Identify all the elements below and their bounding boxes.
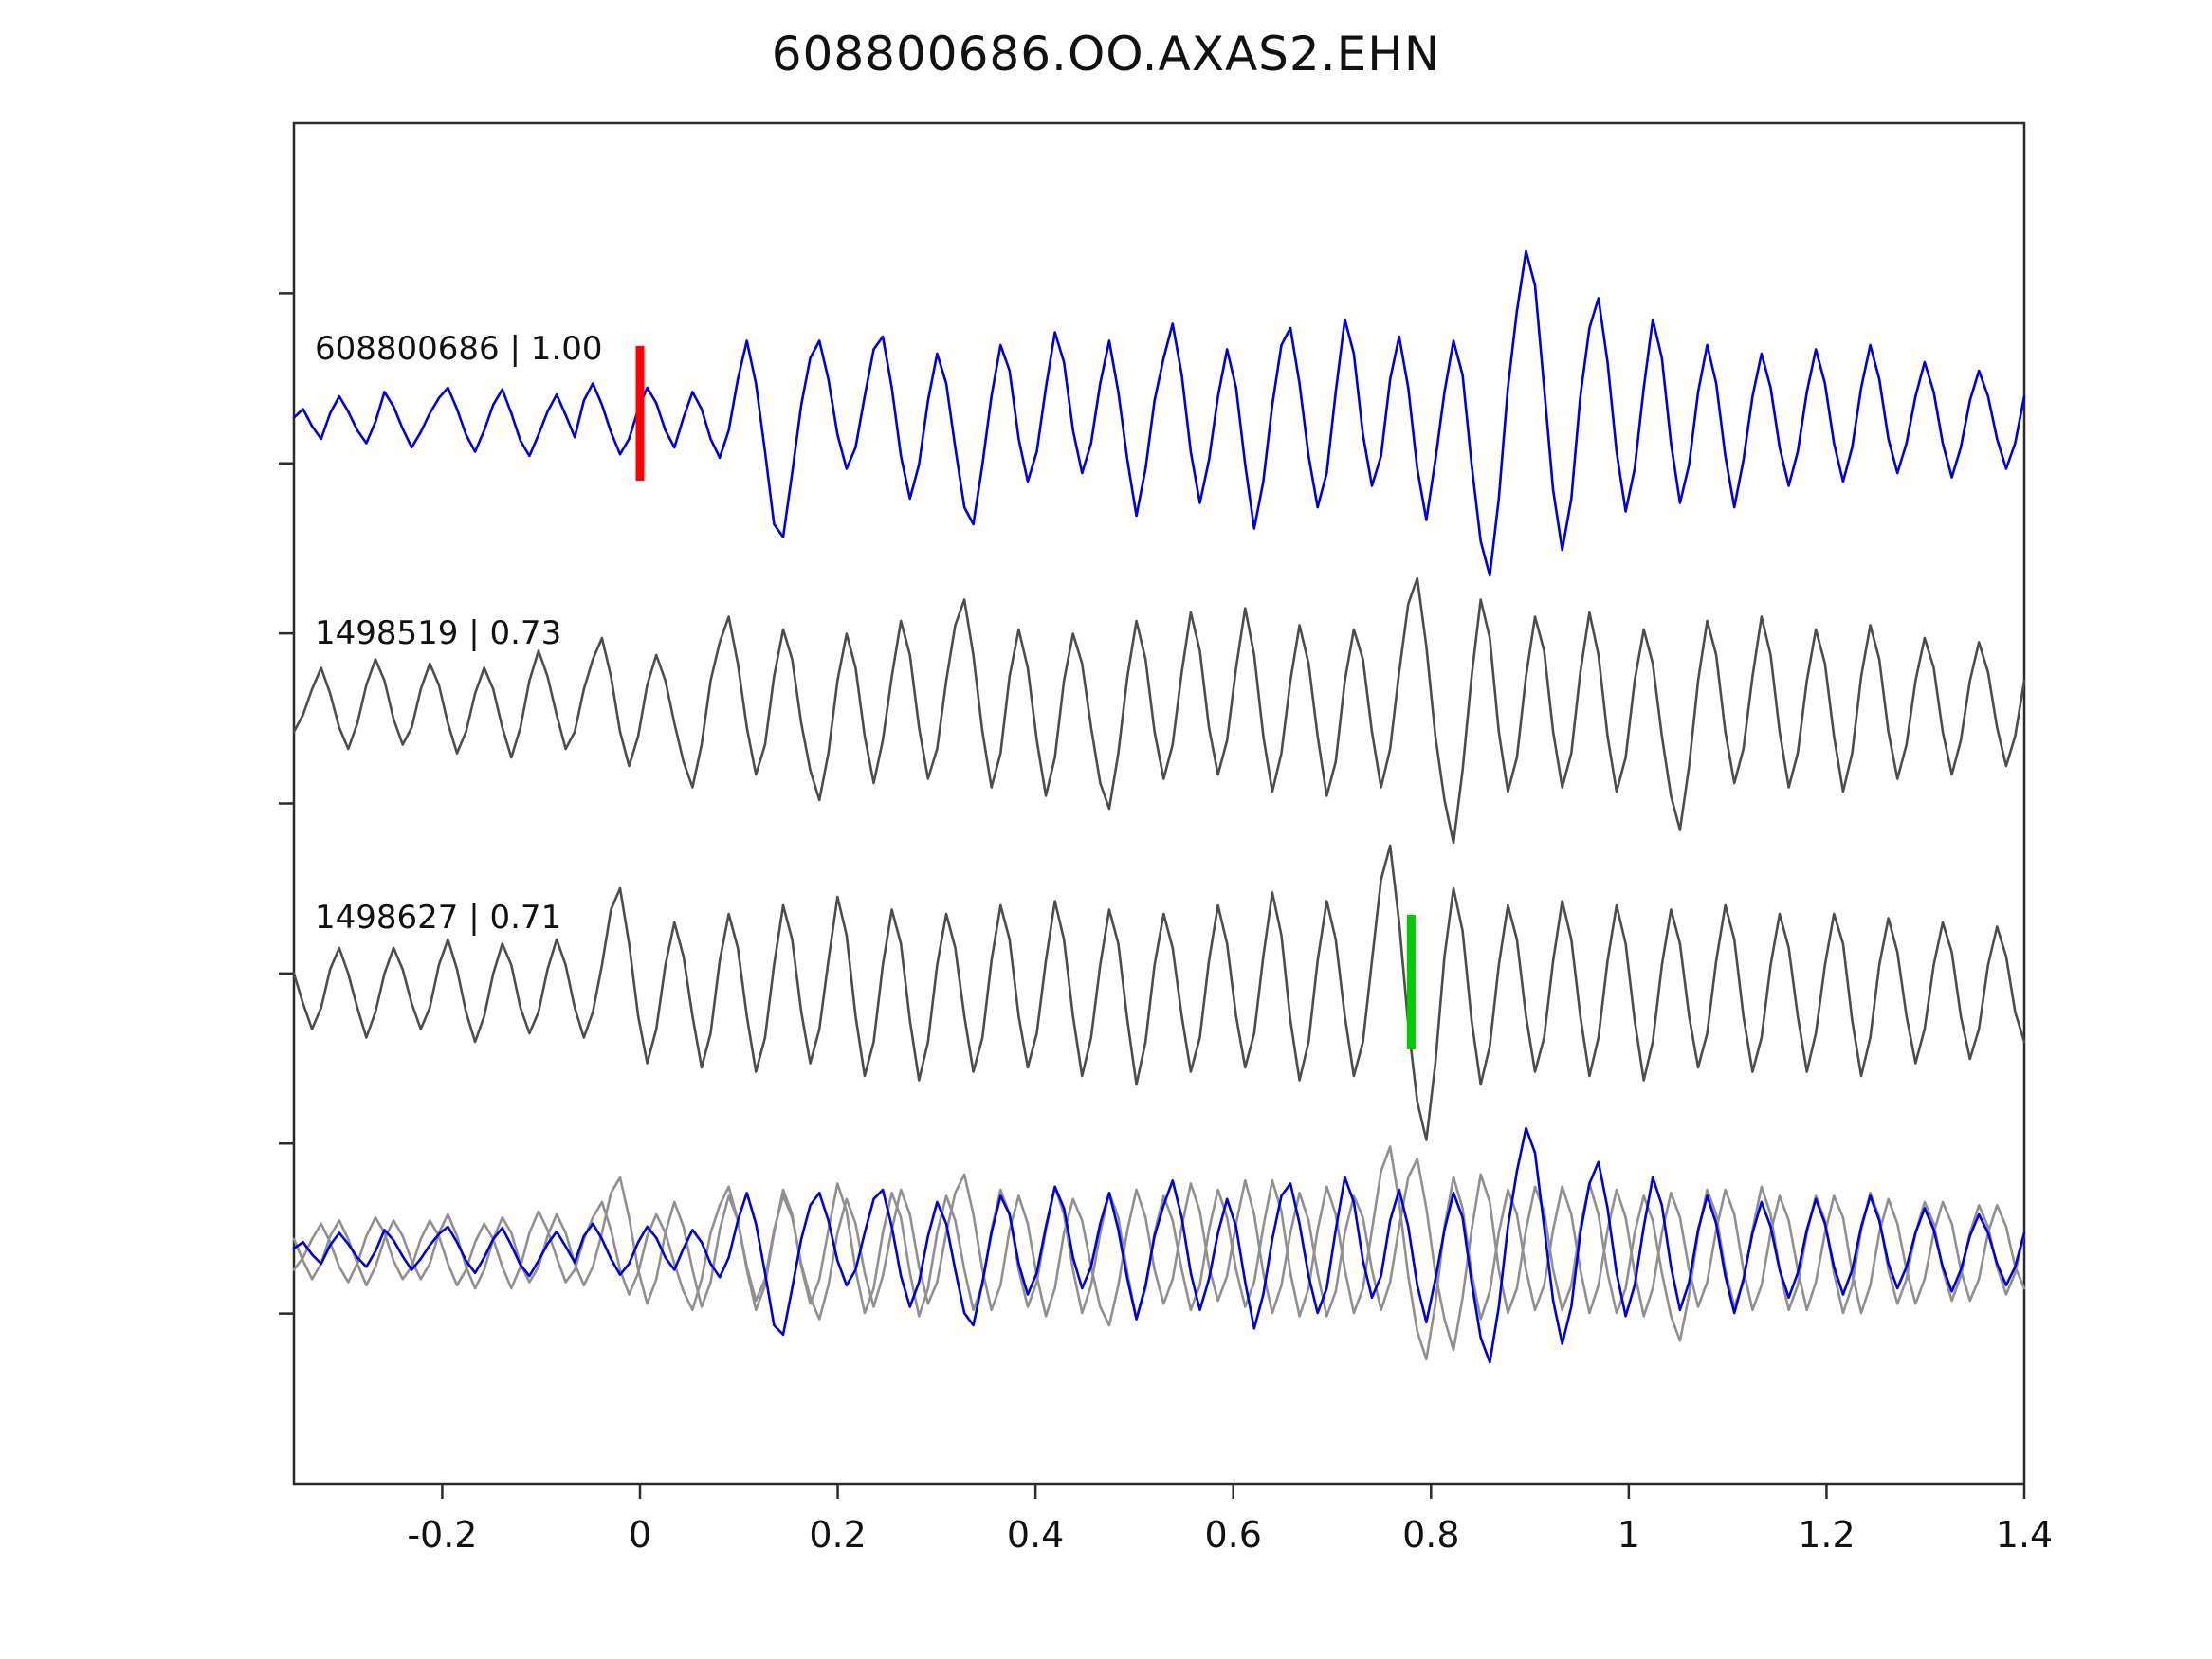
x-tick-label: 0.6 (1204, 1514, 1261, 1556)
overlay-line-1498519 (292, 1158, 2026, 1352)
x-tick-label: 0.4 (1007, 1514, 1064, 1556)
trace-label-1498627: 1498627 | 0.71 (315, 899, 562, 937)
trace-label-608800686: 608800686 | 1.00 (315, 330, 603, 368)
figure-title: 608800686.OO.AXAS2.EHN (771, 27, 1441, 82)
trace-line-1498519 (292, 576, 2026, 845)
x-tick-label: -0.2 (407, 1514, 477, 1556)
x-tick-label: 0.8 (1402, 1514, 1459, 1556)
x-tick-label: 1.2 (1798, 1514, 1855, 1556)
trace-line-608800686 (292, 249, 2026, 577)
x-tick-label: 0.2 (809, 1514, 866, 1556)
overlay-line-1498627 (292, 1145, 2026, 1361)
plot-frame (292, 121, 2026, 1486)
trace-label-1498519: 1498519 | 0.73 (315, 614, 562, 652)
trace-line-1498627 (292, 844, 2026, 1141)
x-tick-label: 0 (629, 1514, 651, 1556)
x-tick-label: 1 (1618, 1514, 1640, 1556)
x-tick-label: 1.4 (1996, 1514, 2053, 1556)
overlay-line-608800686 (292, 1126, 2026, 1364)
